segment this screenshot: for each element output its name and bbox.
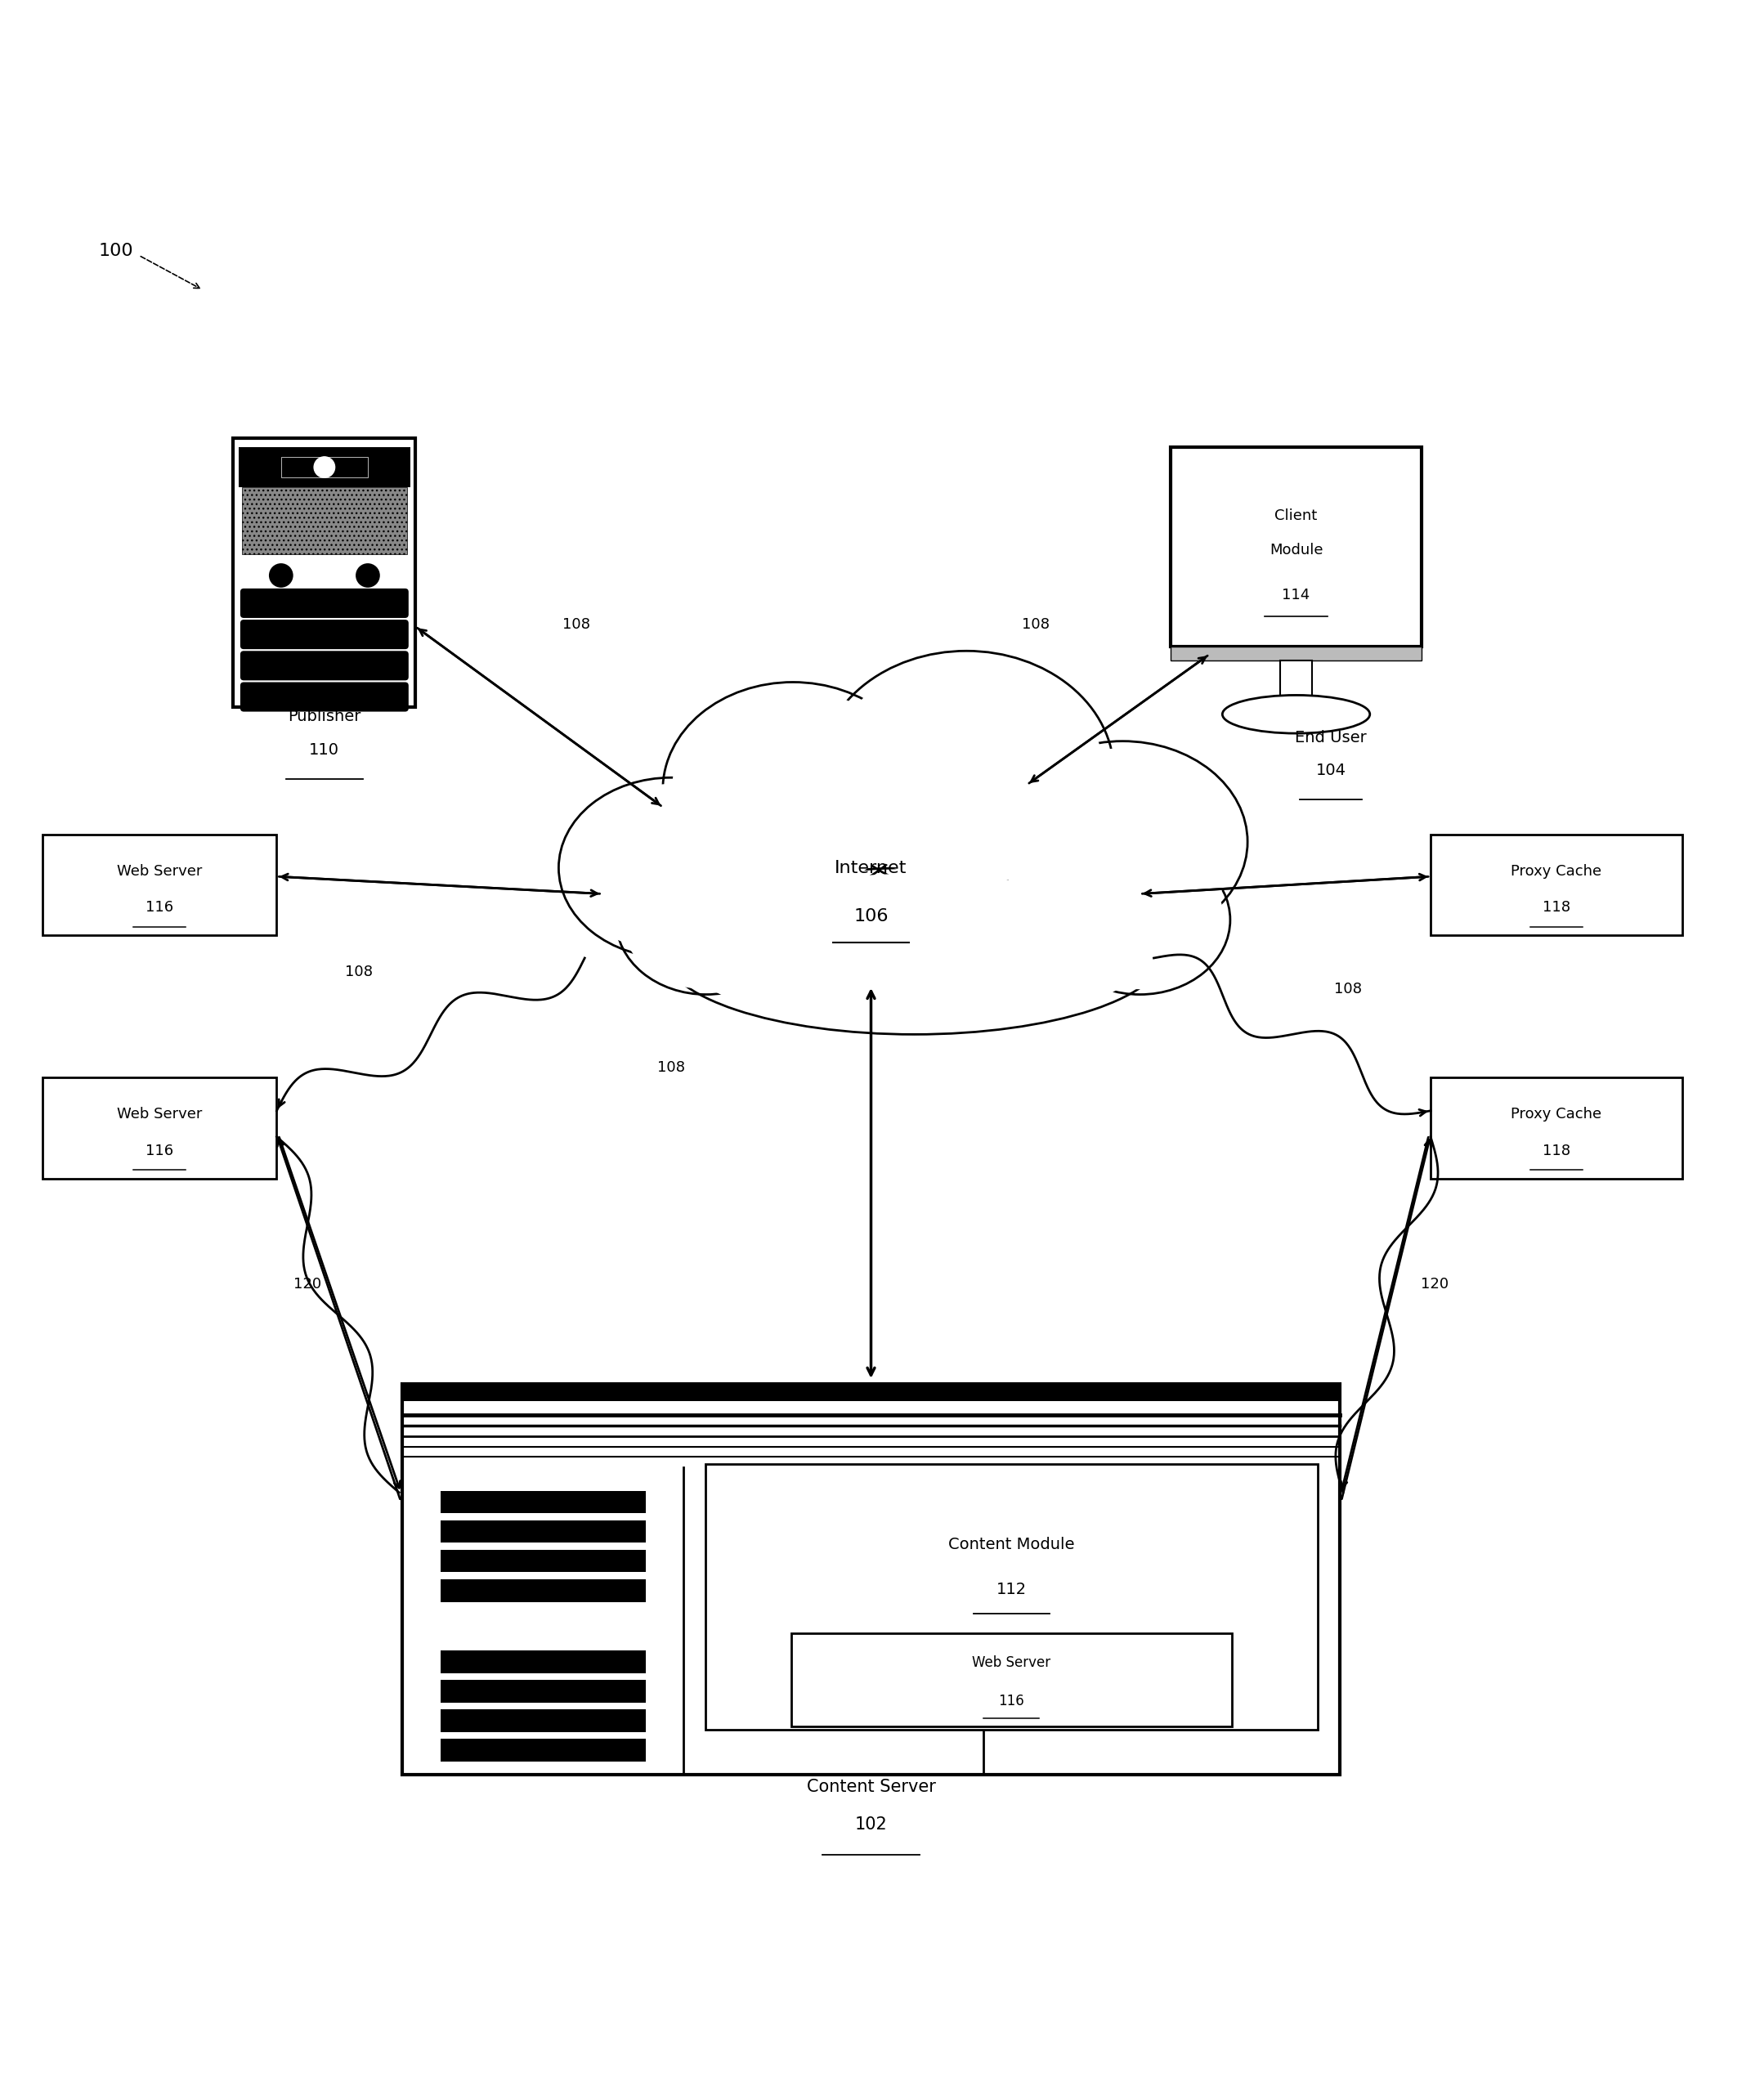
Text: 108: 108 (1334, 983, 1362, 998)
Bar (402, 1384, 1340, 1401)
Ellipse shape (819, 651, 1113, 895)
Text: 108: 108 (1023, 617, 1050, 632)
Text: 104: 104 (1315, 762, 1347, 779)
Bar (441, 1739, 646, 1762)
Bar (441, 1579, 646, 1602)
Text: Web Server: Web Server (117, 863, 202, 878)
Text: 120: 120 (1421, 1277, 1449, 1292)
Text: 100: 100 (99, 244, 134, 260)
Text: Web Server: Web Server (117, 1107, 202, 1121)
Bar (42, 1077, 277, 1178)
Text: 106: 106 (854, 907, 888, 924)
Bar (441, 1651, 646, 1674)
Text: End User: End User (1294, 731, 1367, 746)
Text: Proxy Cache: Proxy Cache (1510, 863, 1603, 878)
Ellipse shape (1056, 851, 1225, 989)
Text: 108: 108 (345, 964, 373, 979)
Bar (441, 1680, 646, 1703)
Ellipse shape (681, 874, 1148, 1029)
Bar (1430, 1077, 1683, 1178)
Bar (441, 1491, 646, 1514)
Text: 118: 118 (1542, 1142, 1570, 1157)
Text: Web Server: Web Server (972, 1655, 1050, 1670)
Ellipse shape (1007, 748, 1239, 934)
Bar (242, 487, 408, 554)
Bar (239, 447, 411, 487)
Ellipse shape (662, 867, 1165, 1035)
Circle shape (268, 563, 293, 588)
Text: 108: 108 (563, 617, 591, 632)
Bar (402, 1384, 1340, 1774)
Bar (441, 1550, 646, 1573)
Circle shape (314, 458, 334, 477)
Bar (1430, 836, 1683, 935)
Ellipse shape (622, 851, 791, 989)
Bar (280, 458, 368, 477)
FancyBboxPatch shape (240, 588, 409, 617)
FancyBboxPatch shape (240, 651, 409, 680)
Text: 108: 108 (657, 1060, 685, 1075)
FancyBboxPatch shape (240, 682, 409, 712)
Text: Content Server: Content Server (807, 1779, 935, 1795)
Text: 114: 114 (1282, 588, 1310, 603)
Text: Proxy Cache: Proxy Cache (1510, 1107, 1603, 1121)
Ellipse shape (566, 783, 777, 951)
Text: 116: 116 (998, 1693, 1024, 1707)
Text: 116: 116 (146, 1142, 174, 1157)
Ellipse shape (1223, 695, 1369, 733)
FancyBboxPatch shape (240, 619, 409, 649)
Circle shape (355, 563, 380, 588)
Text: Internet: Internet (834, 859, 908, 876)
Text: 116: 116 (146, 901, 174, 916)
Ellipse shape (672, 689, 915, 890)
Ellipse shape (998, 741, 1247, 943)
Bar (441, 1709, 646, 1732)
Text: 110: 110 (310, 741, 340, 758)
Text: Content Module: Content Module (948, 1537, 1075, 1552)
Text: Publisher: Publisher (287, 710, 361, 724)
Ellipse shape (662, 682, 923, 897)
Text: Module: Module (1270, 544, 1322, 559)
Bar (1280, 662, 1312, 710)
Text: 120: 120 (293, 1277, 321, 1292)
Bar (441, 1520, 646, 1543)
Bar (42, 836, 277, 935)
Ellipse shape (617, 846, 796, 995)
Bar (233, 439, 416, 708)
Bar (706, 1464, 1317, 1728)
Text: Client: Client (1275, 508, 1317, 523)
Ellipse shape (1050, 846, 1230, 995)
Bar (791, 1634, 1232, 1726)
Ellipse shape (829, 659, 1104, 886)
Text: 112: 112 (996, 1581, 1026, 1598)
Bar (1171, 647, 1421, 662)
Text: 118: 118 (1542, 901, 1570, 916)
Bar (1171, 447, 1421, 647)
Ellipse shape (559, 777, 784, 958)
Text: 102: 102 (855, 1816, 887, 1833)
